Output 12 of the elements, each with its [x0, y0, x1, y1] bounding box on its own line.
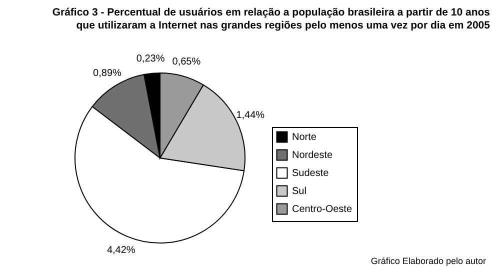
chart-title: Gráfico 3 - Percentual de usuários em relação a população brasileira a partir de 10 anos que utilizaram a Internet nas grandes regiões pelo menos uma vez por dia em 2005 — [52, 6, 490, 32]
data-label: 4,42% — [106, 245, 136, 256]
legend-label: Sul — [292, 186, 306, 197]
legend-label: Nordeste — [292, 150, 334, 161]
data-label: 0,65% — [172, 56, 201, 68]
text: Gráfico Elaborado pelo autor — [370, 256, 486, 266]
data-label: 1,44% — [236, 110, 265, 122]
legend-label: Sudeste — [292, 168, 330, 179]
data-label: 0,89% — [93, 68, 122, 80]
legend-label: Centro-Oeste — [292, 204, 352, 215]
legend-label: Norte — [292, 132, 317, 143]
data-label: 0,23% — [136, 53, 165, 64]
